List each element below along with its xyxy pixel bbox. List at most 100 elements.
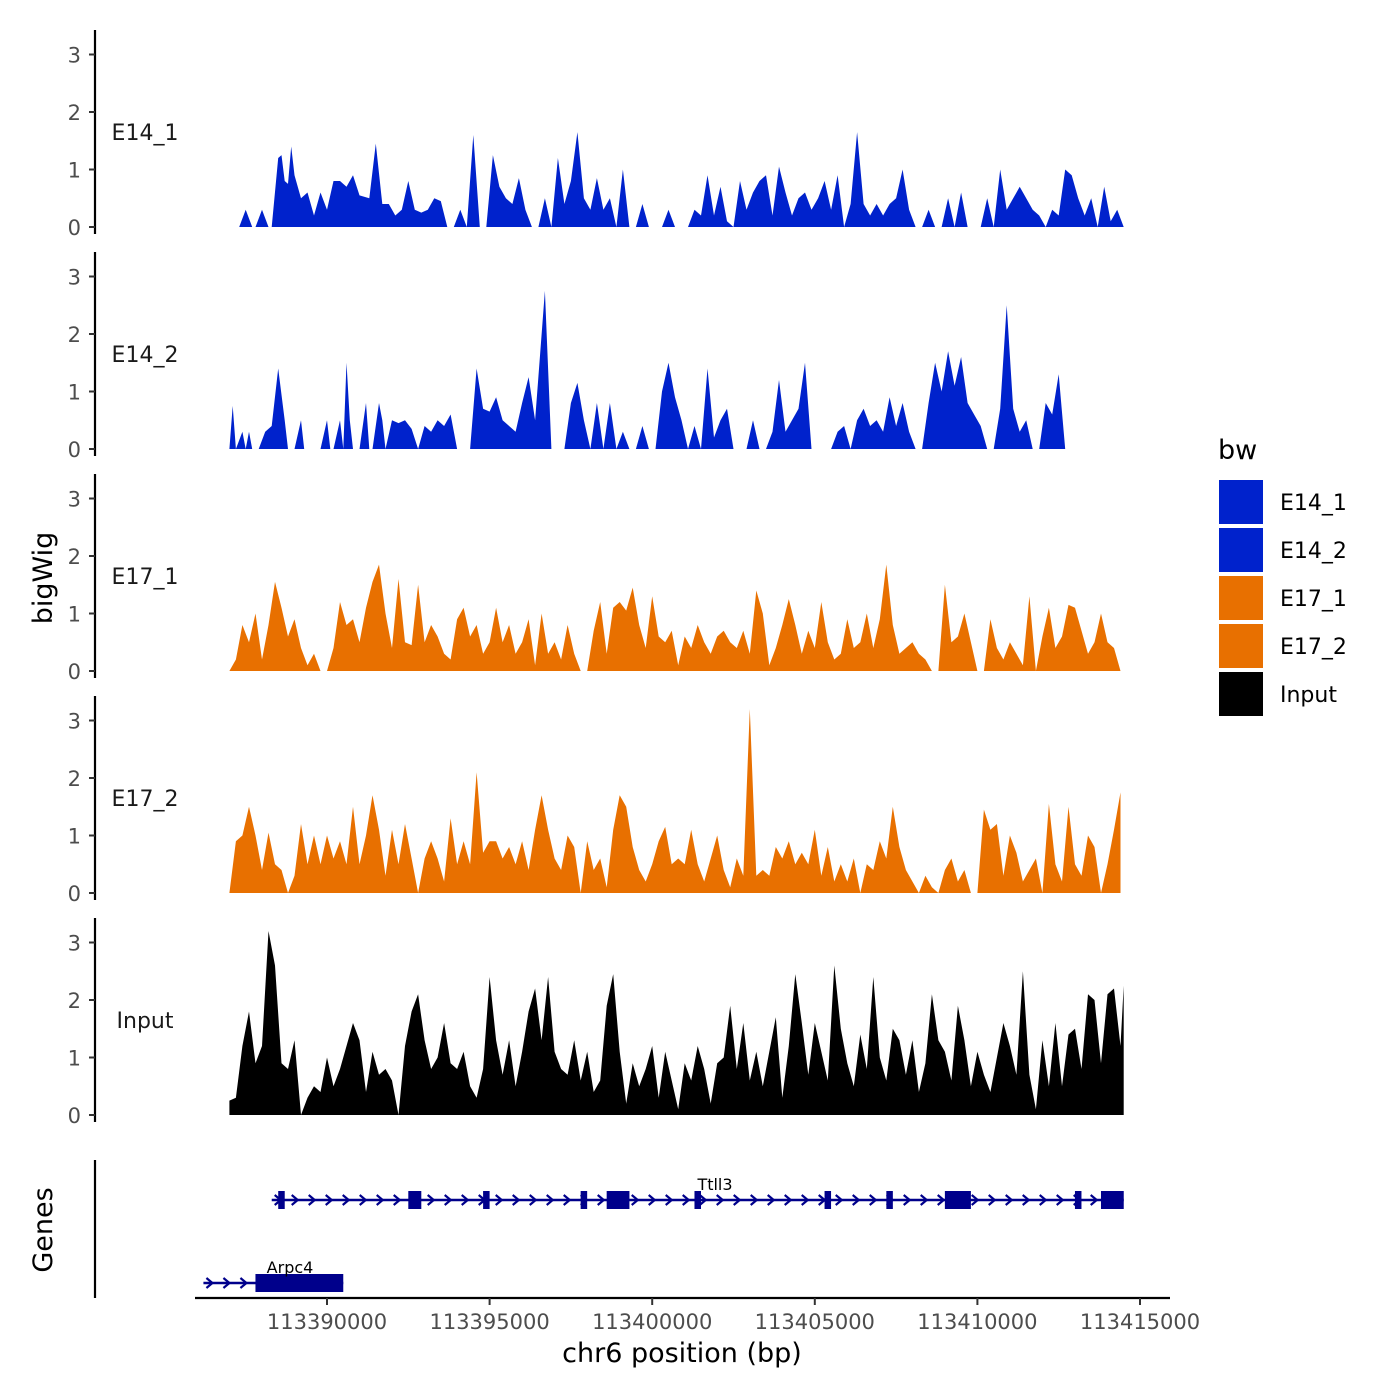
y-axis-title: bigWig [28,532,59,625]
gene-label-Arpc4: Arpc4 [267,1258,314,1277]
legend-key-E14_1 [1219,480,1263,524]
legend: bw E14_1 E14_2 E17_1 E17_2 Input [1218,435,1347,716]
y-tick-label: 2 [68,545,81,569]
exon [255,1274,344,1292]
strand-arrow [597,1194,606,1206]
strand-arrow [546,1194,555,1206]
x-tick-label: 113390000 [267,1310,387,1334]
legend-title: bw [1218,435,1257,466]
y-tick-label: 1 [68,1047,81,1071]
strand-arrow [308,1194,317,1206]
y-tick-label: 2 [68,767,81,791]
strand-arrow [1090,1194,1099,1206]
exon [483,1191,490,1209]
track-E14_2: 0 1 2 3 E14_2 [68,252,1066,462]
exon [278,1191,285,1209]
signal-area-Input [229,931,1124,1115]
strand-arrow [291,1194,300,1206]
strand-arrow [222,1277,232,1289]
legend-key-E17_1 [1219,576,1263,620]
strand-arrow [835,1194,844,1206]
strand-arrow [801,1194,810,1206]
y-tick-label: 2 [68,989,81,1013]
legend-key-E17_2 [1219,624,1263,668]
track-E17_1: 0 1 2 3 E17_1 [68,474,1121,684]
strand-arrow [988,1194,997,1206]
strand-arrow [852,1194,861,1206]
exon [408,1191,422,1209]
bigwig-tracks: 0 1 2 3 E14_1 0 1 2 3 E14_2 0 1 2 3 E17_1 0 1 2 3 E17_2 0 1 2 3… [68,30,1124,1128]
legend-label-E17_2: E17_2 [1280,635,1347,660]
y-tick-label: 0 [68,882,81,906]
y-tick-label: 1 [68,159,81,183]
genes-panel: Ttll3 Arpc4 [93,1160,1124,1298]
strand-arrow [495,1194,504,1206]
exon [824,1191,832,1209]
legend-label-E14_2: E14_2 [1280,539,1347,564]
x-tick-label: 113415000 [1080,1310,1200,1334]
y-tick-label: 3 [68,488,81,512]
track-label-E14_1: E14_1 [112,121,179,146]
gene-Ttll3: Ttll3 [271,1175,1124,1209]
y-tick-label: 3 [68,266,81,290]
legend-label-E17_1: E17_1 [1280,587,1347,612]
signal-area-E14_2 [229,290,1066,449]
genes-axis-title: Genes [28,1187,59,1272]
gene-label-Ttll3: Ttll3 [696,1175,732,1194]
exon [694,1191,701,1209]
signal-area-E14_1 [239,132,1124,227]
y-tick-label: 3 [68,932,81,956]
y-tick-label: 2 [68,101,81,125]
strand-arrow [376,1194,385,1206]
track-E14_1: 0 1 2 3 E14_1 [68,30,1124,240]
track-label-E14_2: E14_2 [112,343,179,368]
strand-arrow [359,1194,368,1206]
strand-arrow [529,1194,538,1206]
strand-arrow [205,1277,215,1289]
strand-arrow [750,1194,759,1206]
strand-arrow [716,1194,725,1206]
exon [886,1191,893,1209]
strand-arrow [767,1194,776,1206]
exon [944,1191,971,1209]
x-tick-label: 113400000 [592,1310,712,1334]
strand-arrow [903,1194,912,1206]
y-tick-label: 1 [68,825,81,849]
x-tick-label: 113395000 [429,1310,549,1334]
strand-arrow [342,1194,351,1206]
exon [1074,1191,1082,1209]
y-tick-label: 3 [68,44,81,68]
strand-arrow [461,1194,470,1206]
x-tick-label: 113410000 [917,1310,1037,1334]
y-tick-label: 1 [68,381,81,405]
track-E17_2: 0 1 2 3 E17_2 [68,696,1121,906]
exon [606,1191,630,1209]
x-tick-label: 113405000 [755,1310,875,1334]
strand-arrow [1056,1194,1065,1206]
track-label-E17_2: E17_2 [112,787,179,812]
y-tick-label: 0 [68,438,81,462]
strand-arrow [512,1194,521,1206]
strand-arrow [937,1194,946,1206]
gene-Arpc4: Arpc4 [203,1258,344,1292]
strand-arrow [920,1194,929,1206]
y-tick-label: 0 [68,216,81,240]
y-tick-label: 2 [68,323,81,347]
x-axis: 113390000 113395000 113400000 113405000 1134… [195,1296,1200,1334]
y-tick-label: 1 [68,603,81,627]
strand-arrow [1022,1194,1031,1206]
legend-key-E14_2 [1219,528,1263,572]
strand-arrow [1039,1194,1048,1206]
strand-arrow [699,1194,708,1206]
track-label-E17_1: E17_1 [112,565,179,590]
strand-arrow [682,1194,691,1206]
exon [1100,1191,1124,1209]
strand-arrow [784,1194,793,1206]
signal-area-E17_1 [229,564,1121,671]
strand-arrow [1005,1194,1014,1206]
y-tick-label: 0 [68,1104,81,1128]
strand-arrow [563,1194,572,1206]
strand-arrow [648,1194,657,1206]
strand-arrow [427,1194,436,1206]
